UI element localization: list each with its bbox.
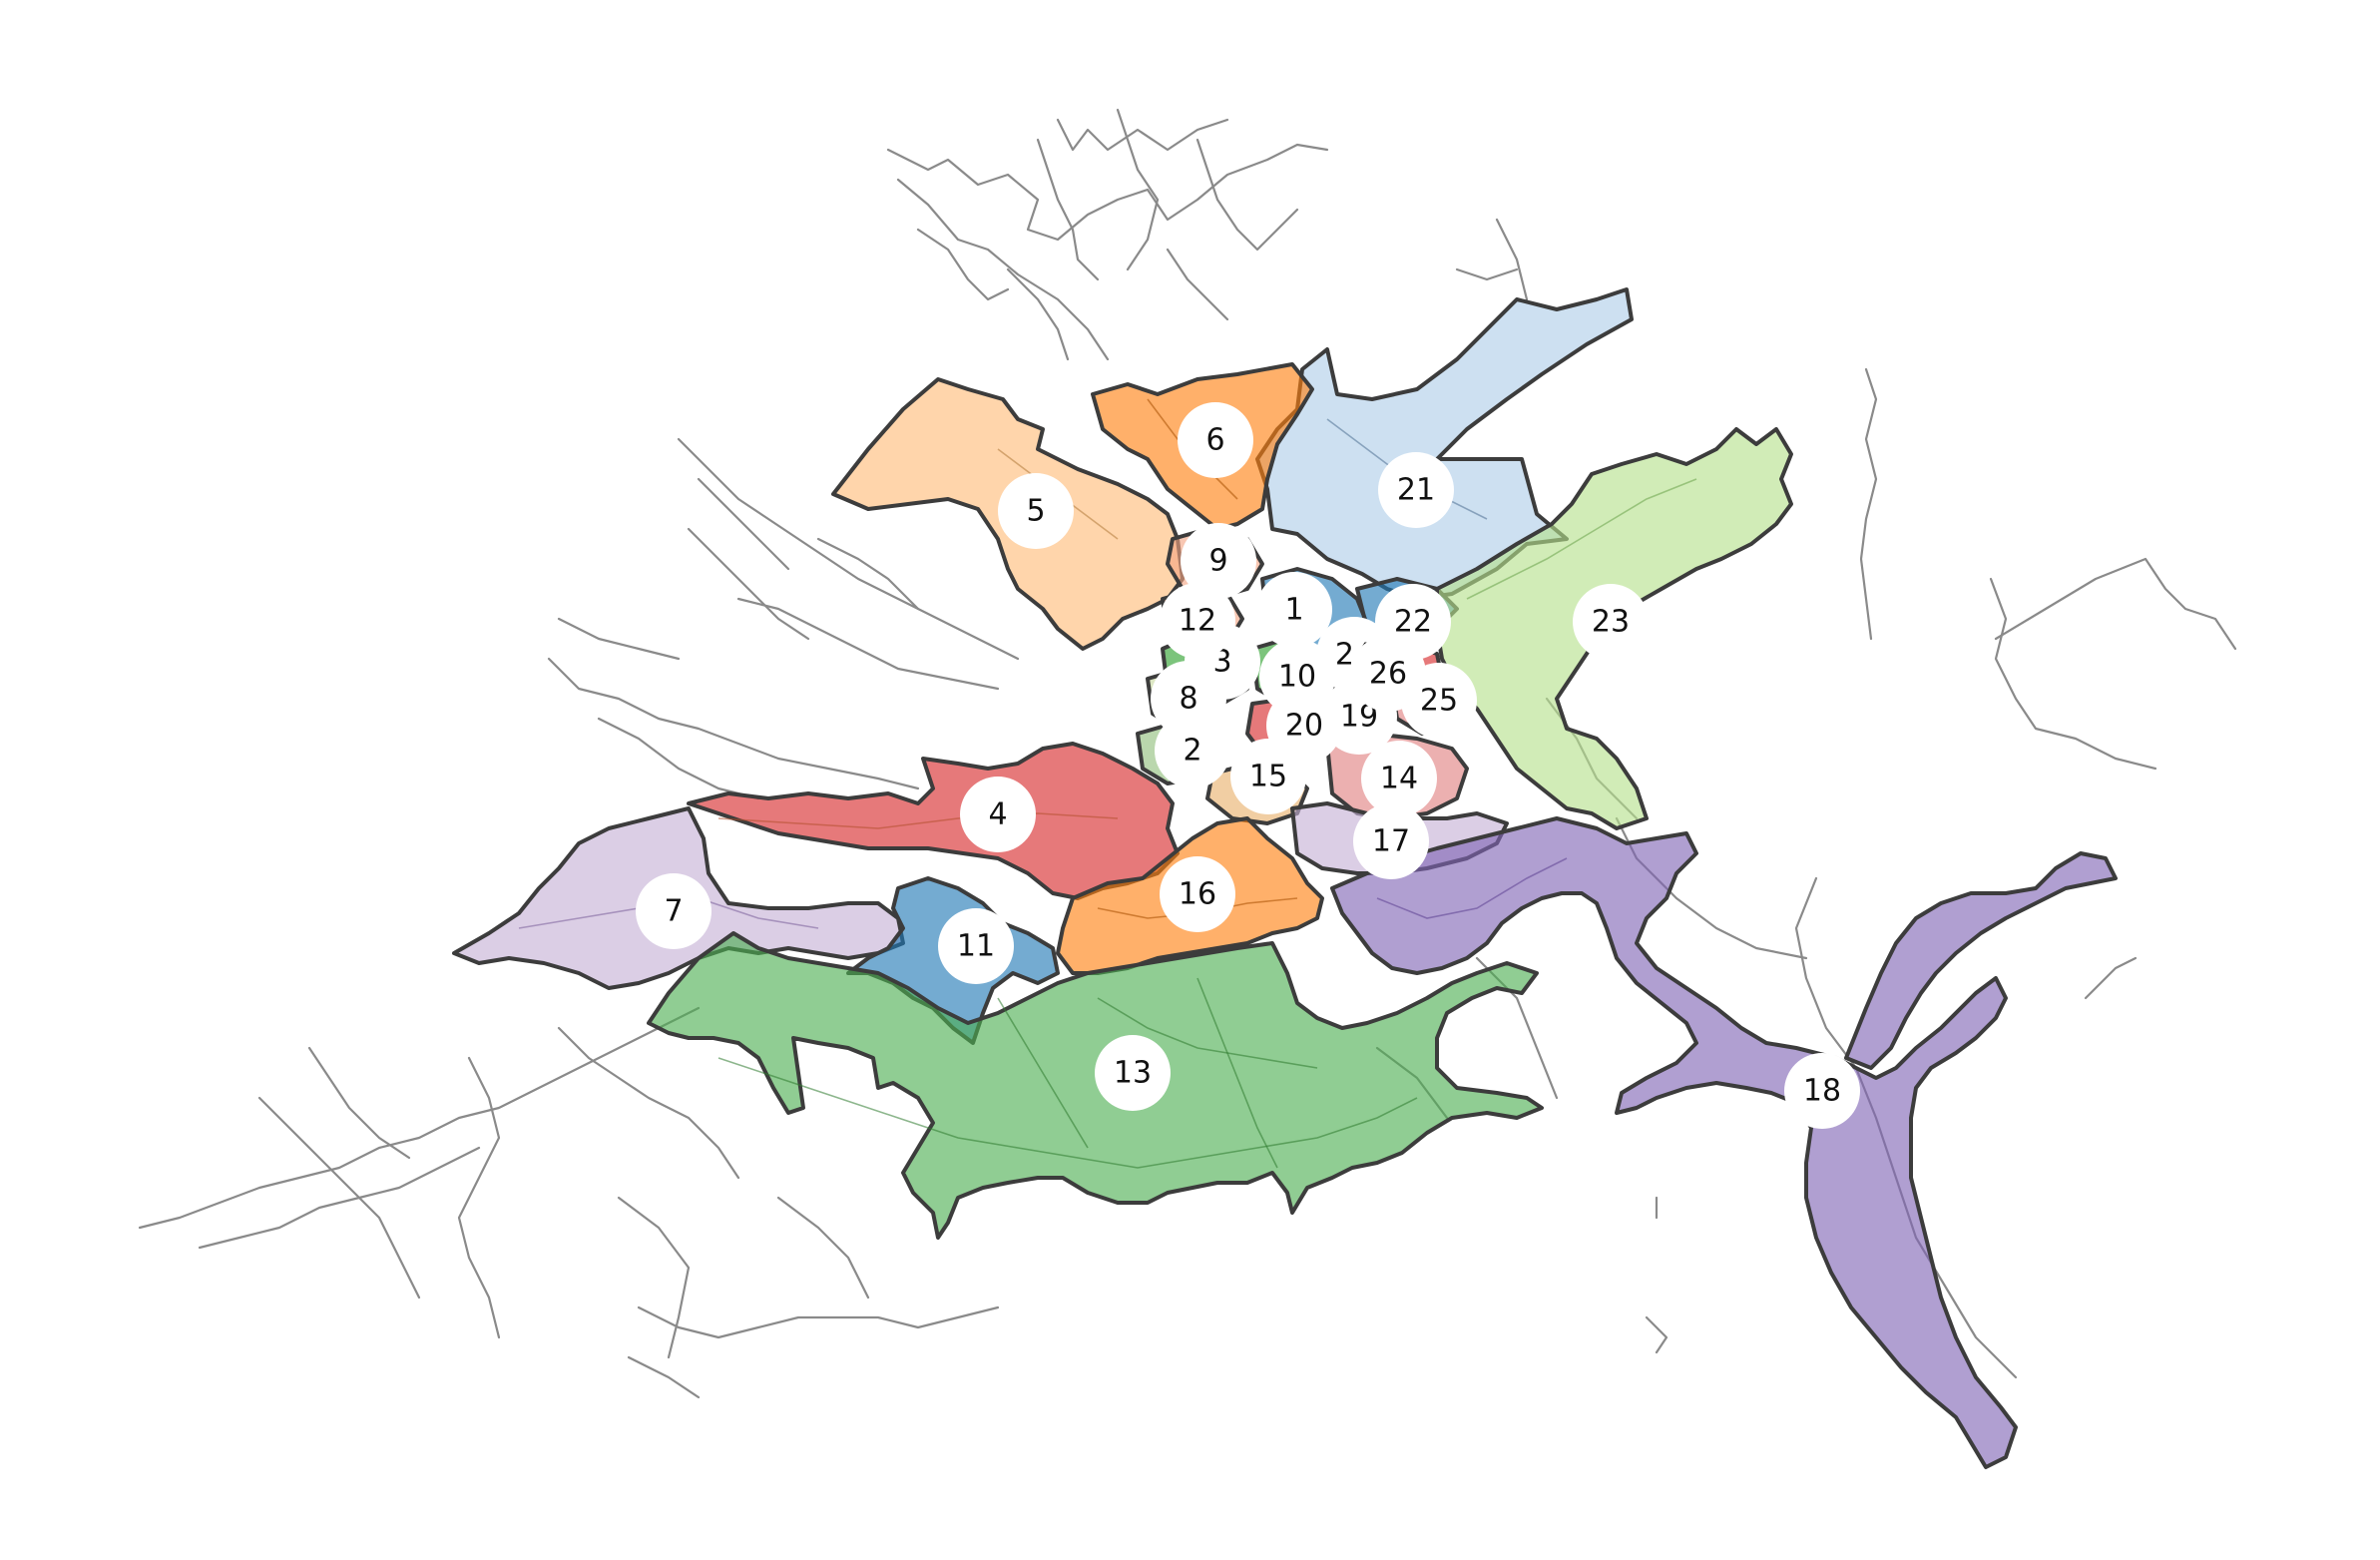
region-label-18: 18 [1784,1053,1860,1129]
region-label-11: 11 [938,908,1014,984]
region-label-text: 18 [1803,1074,1841,1109]
region-label-circle [960,777,1036,852]
region-label-text: 26 [1369,657,1407,692]
region-label-text: 23 [1592,605,1630,640]
region-23[interactable] [1435,427,1793,830]
region-label-text: 13 [1114,1056,1152,1091]
region-18[interactable] [1330,816,2018,1469]
region-label-1: 1 [1256,572,1332,648]
region-label-circle [1256,572,1332,648]
road-network [138,108,2237,1399]
region-label-12: 12 [1160,583,1235,659]
region-13[interactable] [647,931,1544,1240]
region-label-circle [1160,583,1235,659]
region-label-6: 6 [1178,402,1253,478]
region-label-circle [1350,636,1426,712]
region-label-circle [938,908,1014,984]
regions [452,287,2118,1469]
region-label-circle [1160,856,1235,932]
region-label-circle [636,873,712,949]
region-label-circle [1573,584,1649,660]
region-label-20: 20 [1266,688,1342,764]
region-label-16: 16 [1160,856,1235,932]
region-label-circle [1181,523,1256,599]
region-label-8: 8 [1151,661,1226,737]
region-21[interactable] [1255,287,1634,601]
region-label-23: 23 [1573,584,1649,660]
region-label-text: 3 [1212,645,1231,680]
region-label-circle [1378,452,1454,528]
region-label-text: 1 [1284,593,1303,628]
region-label-text: 15 [1249,760,1287,794]
region-label-circle [1095,1035,1171,1111]
region-label-text: 17 [1372,824,1410,859]
region-label-26: 26 [1350,636,1426,712]
region-18-arm[interactable] [1844,851,2118,1070]
region-label-17: 17 [1353,803,1429,879]
region-label-9: 9 [1181,523,1256,599]
region-label-circle [1266,688,1342,764]
region-label-text: 21 [1397,473,1435,508]
region-label-text: 4 [988,797,1007,832]
region-label-text: 7 [664,894,683,929]
region-label-13: 13 [1095,1035,1171,1111]
region-label-text: 9 [1208,544,1227,579]
region-label-14: 14 [1361,741,1437,816]
region-label-text: 11 [957,929,995,964]
region-label-4: 4 [960,777,1036,852]
region-label-text: 2 [1183,734,1201,769]
region-label-text: 20 [1285,709,1323,744]
region-label-text: 16 [1179,877,1216,912]
region-label-7: 7 [636,873,712,949]
region-label-circle [1178,402,1253,478]
region-label-text: 14 [1380,762,1418,796]
region-label-5: 5 [998,473,1074,549]
region-label-text: 25 [1420,684,1458,719]
region-label-21: 21 [1378,452,1454,528]
region-label-text: 6 [1205,423,1224,458]
region-label-circle [1151,661,1226,737]
region-label-circle [1361,741,1437,816]
region-label-text: 12 [1179,604,1216,639]
region-label-circle [998,473,1074,549]
region-label-text: 5 [1026,494,1045,529]
region-label-circle [1353,803,1429,879]
region-label-text: 8 [1179,682,1197,717]
region-label-circle [1784,1053,1860,1129]
region-label-text: 22 [1394,605,1432,640]
